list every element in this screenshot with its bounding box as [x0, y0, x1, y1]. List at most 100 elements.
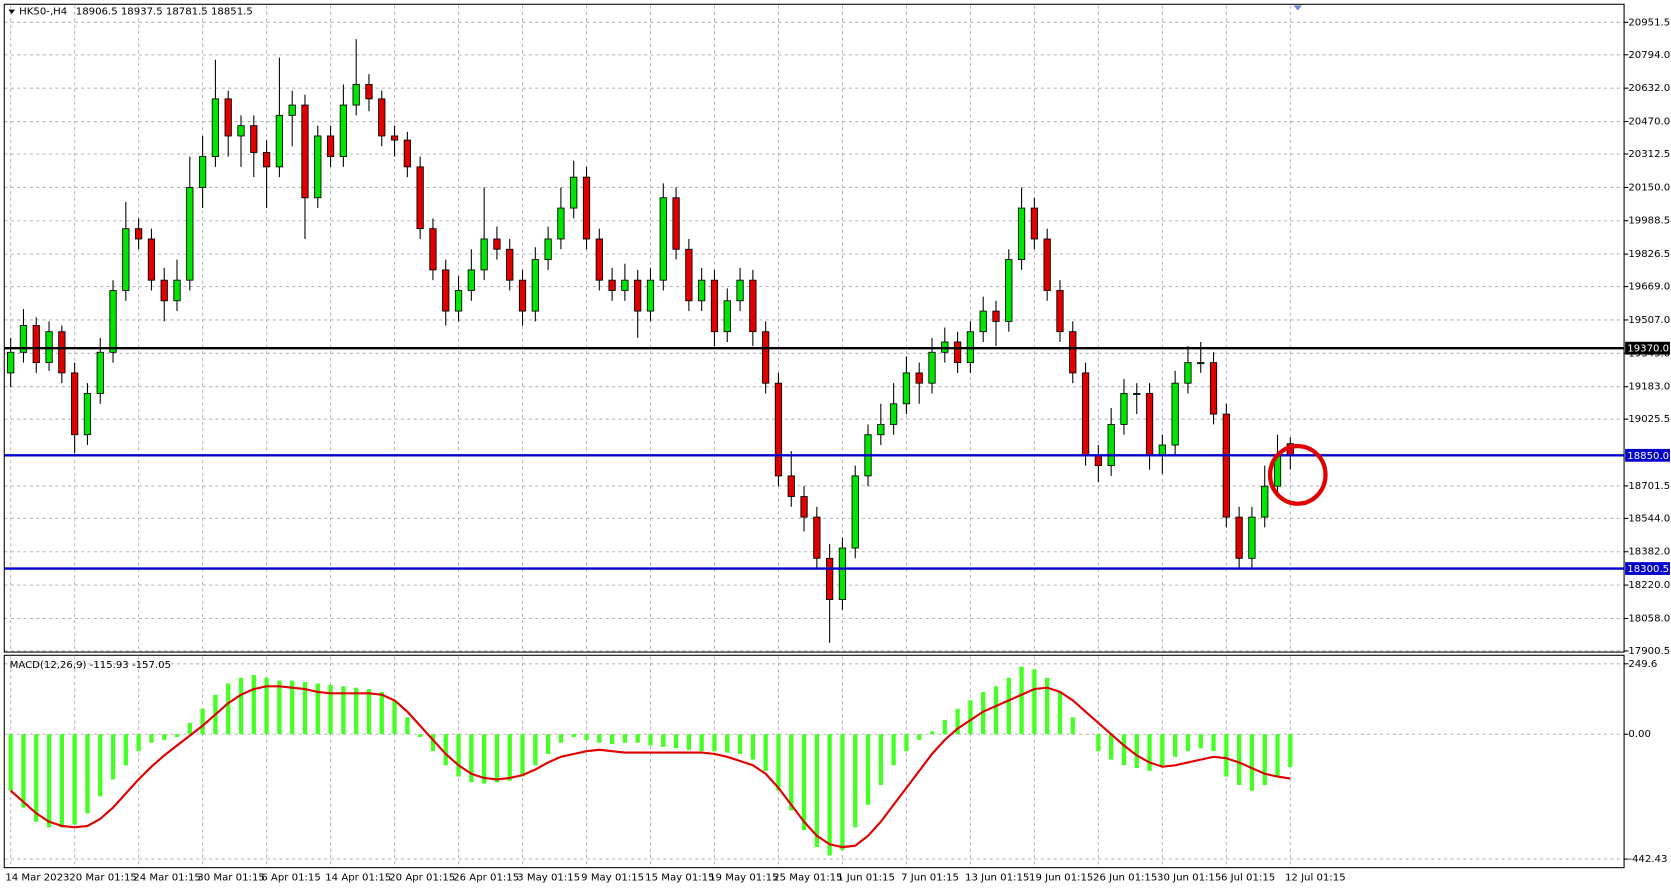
macd-histogram-bar [712, 734, 717, 752]
macd-header: MACD(12,26,9) -115.93 -157.05 [10, 660, 171, 671]
x-tick-label: 30 Mar 01:15 [197, 872, 265, 883]
macd-histogram-bar [1185, 734, 1191, 752]
macd-histogram-bar [737, 734, 743, 754]
high-value: 18937.5 [121, 7, 163, 18]
candle-body [518, 279, 527, 312]
candle-body [1120, 393, 1128, 425]
macd-histogram-bar [545, 734, 551, 754]
indicator-name: MACD(12,26,9) [10, 660, 87, 671]
macd-histogram-bar [891, 734, 896, 766]
macd-histogram-bar [405, 717, 410, 735]
candle-body [1184, 362, 1192, 384]
macd-histogram-bar [290, 680, 295, 735]
macd-histogram-bar [520, 734, 525, 777]
y-tick-label: 20150.0 [1628, 182, 1670, 193]
macd-histogram-bar [1045, 677, 1050, 735]
candle-body [275, 114, 284, 168]
macd-histogram-bar [789, 734, 794, 811]
macd-histogram-bar [72, 734, 77, 825]
candle-body [634, 279, 642, 312]
candle-body [889, 403, 898, 425]
macd-histogram-bar [264, 677, 269, 735]
level-label-box [1625, 448, 1670, 462]
macd-histogram-bar [622, 734, 628, 743]
macd-histogram-bar [1198, 734, 1203, 749]
macd-histogram-bar [1236, 734, 1242, 786]
macd-histogram-bar [904, 734, 909, 752]
y-tick-label: 18382.0 [1628, 547, 1670, 558]
level-label: 19370.0 [1627, 344, 1669, 355]
candle-body [1133, 393, 1141, 395]
candle-body [339, 104, 347, 157]
macd-histogram-bar [609, 734, 615, 745]
macd-histogram-bar [187, 722, 192, 735]
candle-body [224, 98, 232, 137]
candle-body [698, 279, 706, 302]
candle-body [365, 84, 373, 100]
y-tick-label: 19025.5 [1628, 414, 1670, 425]
candle-body [570, 176, 578, 209]
macd-histogram-bar [392, 700, 397, 735]
candle-body [173, 279, 181, 302]
candle-body [429, 228, 437, 271]
candle-body [96, 351, 104, 394]
x-tick-label: 20 Mar 01:15 [69, 872, 137, 883]
x-tick-label: 9 May 01:15 [581, 872, 644, 883]
candle-body [1081, 372, 1090, 456]
candle-body [19, 325, 28, 353]
macd-histogram-bar [430, 734, 436, 752]
candle-body [211, 98, 220, 157]
macd-histogram-bar [584, 734, 589, 740]
candle-body [915, 372, 923, 384]
x-tick-label: 14 Apr 01:15 [325, 872, 391, 883]
shift-marker[interactable] [1293, 5, 1303, 11]
y-tick-label: 0.00 [1628, 729, 1651, 740]
macd-histogram-bar [110, 734, 116, 780]
macd-histogram-bar [494, 734, 500, 783]
candle-body [7, 351, 15, 374]
macd-histogram-bar [200, 708, 205, 735]
x-tick-label: 14 Mar 2023 [5, 872, 69, 883]
macd-histogram-bar [635, 734, 640, 743]
candle-body [582, 176, 591, 240]
menu-arrow[interactable] [8, 9, 15, 14]
candle-body [58, 331, 66, 374]
macd-histogram-bar [725, 734, 730, 753]
candle-body [262, 152, 271, 168]
macd-histogram-bar [366, 689, 372, 735]
candle-body [659, 197, 667, 281]
candle-body [992, 310, 1000, 322]
candle-body [1158, 444, 1166, 456]
macd-histogram-bar [929, 731, 935, 735]
candle-body [800, 496, 808, 518]
macd-histogram-bar [34, 734, 39, 822]
macd-panel-frame [3, 654, 1625, 869]
x-tick-label: 1 Jun 01:15 [837, 872, 895, 883]
macd-histogram-bar [801, 734, 807, 831]
candle-body [953, 341, 962, 364]
candle-body [198, 156, 207, 188]
candle-body [1094, 454, 1102, 467]
macd-histogram-bar [1224, 734, 1229, 777]
candle-body [1056, 290, 1064, 333]
macd-histogram-bar [840, 734, 845, 850]
x-tick-label: 20 Apr 01:15 [389, 872, 455, 883]
candle-body [1209, 362, 1218, 415]
macd-histogram-bar [302, 682, 308, 735]
macd-histogram-bar [469, 734, 474, 783]
macd-histogram-bar [226, 683, 231, 735]
candle-body [250, 125, 258, 153]
low-value: 18781.5 [166, 7, 208, 18]
macd-histogram-bar [1121, 734, 1127, 766]
level-label: 18300.5 [1627, 564, 1669, 575]
macd-histogram-bar [814, 734, 819, 848]
x-tick-label: 12 Jul 01:15 [1285, 872, 1346, 883]
macd-histogram-bar [1109, 734, 1114, 760]
macd-histogram-bar [763, 734, 768, 771]
candle-body [301, 104, 309, 199]
x-tick-label: 24 Mar 01:15 [133, 872, 201, 883]
y-tick-label: 17900.5 [1628, 646, 1670, 657]
macd-histogram-bar [1173, 734, 1178, 757]
candle-body [928, 351, 936, 384]
macd-histogram-bar [418, 734, 423, 738]
